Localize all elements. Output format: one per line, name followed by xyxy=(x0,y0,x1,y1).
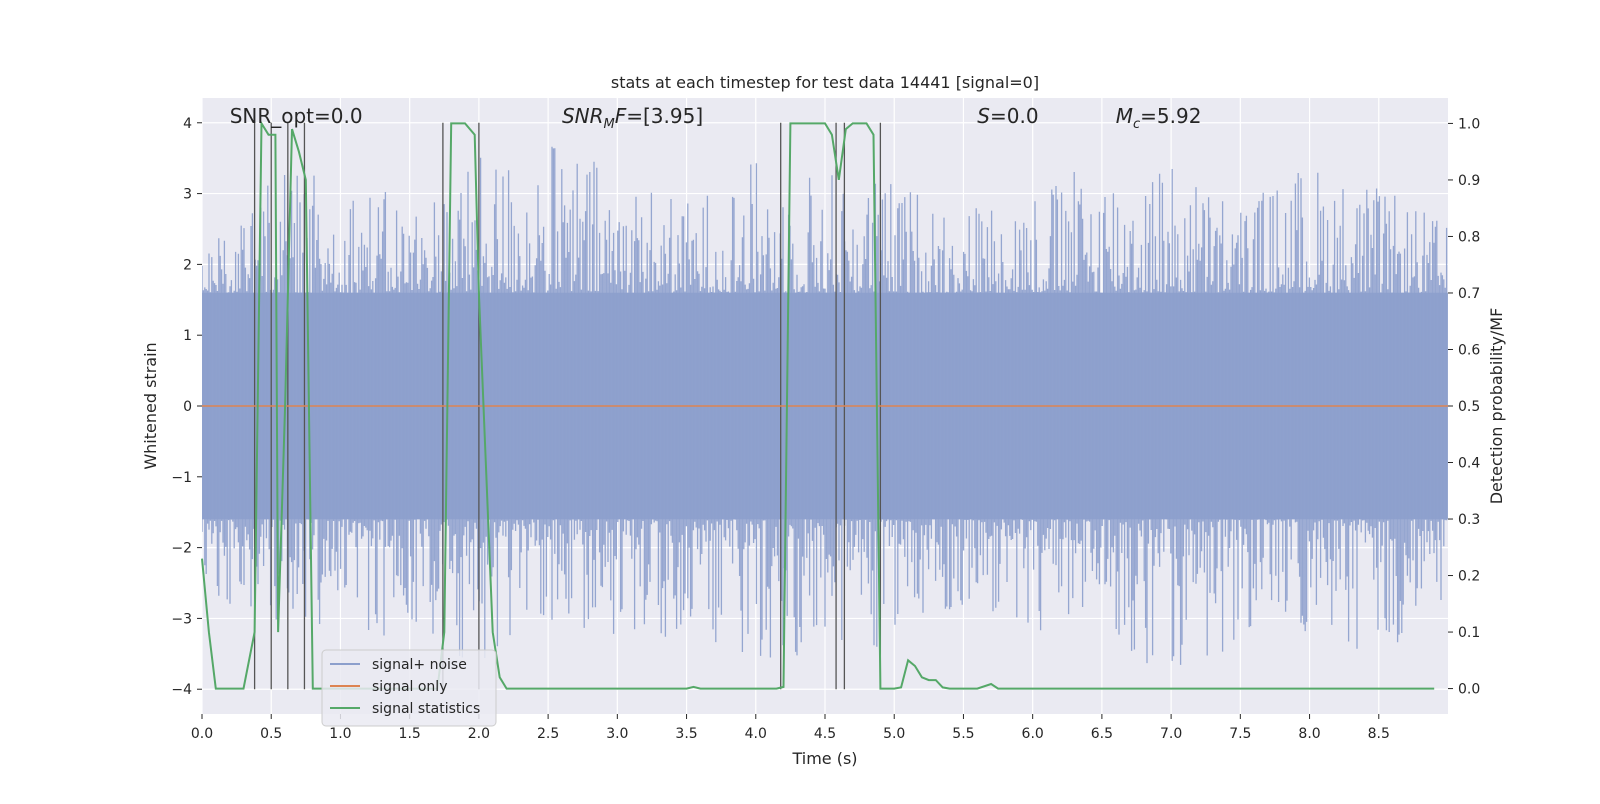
legend-label-signal-noise: signal+ noise xyxy=(372,657,467,673)
x-tick-label: 8.0 xyxy=(1298,726,1320,742)
x-tick-label: 2.0 xyxy=(468,726,490,742)
x-tick-label: 0.0 xyxy=(191,726,213,742)
x-tick-label: 3.5 xyxy=(675,726,697,742)
x-tick-label: 6.5 xyxy=(1091,726,1113,742)
y-tick-label: −2 xyxy=(171,541,192,557)
y-tick-label: 3 xyxy=(183,187,192,203)
annotations: SNR_opt=0.0 SNRMF=[3.95] S=0.0 Mc=5.92 xyxy=(230,104,1202,132)
y-tick-label: −3 xyxy=(171,611,192,627)
y-tick-label: −4 xyxy=(171,682,192,698)
x-tick-label: 7.5 xyxy=(1229,726,1251,742)
x-tick-label: 2.5 xyxy=(537,726,559,742)
y-right-tick-label: 0.5 xyxy=(1458,399,1480,415)
y-right-tick-label: 0.6 xyxy=(1458,342,1480,358)
legend-label-signal-statistics: signal statistics xyxy=(372,701,480,717)
y-right-tick-label: 0.7 xyxy=(1458,286,1480,302)
y-right-tick-label: 1.0 xyxy=(1458,116,1480,132)
x-axis-ticks: 0.0 0.5 1.0 1.5 2.0 2.5 3.0 3.5 4.0 4.5 5.0 5.5 6.0 6… xyxy=(191,714,1390,742)
series-signal-statistics xyxy=(201,119,1435,690)
noise-trace xyxy=(202,146,1448,665)
y-axis-label: Whitened strain xyxy=(141,342,160,469)
x-tick-label: 5.0 xyxy=(883,726,905,742)
legend: signal+ noise signal only signal statist… xyxy=(321,649,497,727)
chart-title: stats at each timestep for test data 144… xyxy=(611,73,1039,92)
annotation-3: Mc=5.92 xyxy=(1116,104,1202,132)
x-tick-label: 4.0 xyxy=(745,726,767,742)
y-right-tick-label: 0.2 xyxy=(1458,569,1480,585)
signal-statistics-line xyxy=(201,119,1435,690)
x-tick-label: 3.0 xyxy=(606,726,628,742)
annotation-0: SNR_opt=0.0 xyxy=(230,104,363,128)
y-axis-right-ticks: 0.0 0.1 0.2 0.3 0.4 0.5 0.6 0.7 0.8 0.9 1.0 xyxy=(1448,116,1480,698)
legend-label-signal-only: signal only xyxy=(372,679,447,695)
y-right-tick-label: 0.9 xyxy=(1458,173,1480,189)
legend-box xyxy=(321,649,497,727)
annotation-2: S=0.0 xyxy=(977,104,1038,128)
y-tick-label: 1 xyxy=(183,328,192,344)
y-right-tick-label: 0.0 xyxy=(1458,682,1480,698)
x-tick-label: 1.0 xyxy=(329,726,351,742)
y-right-tick-label: 0.4 xyxy=(1458,456,1480,472)
y-axis-ticks: −4 −3 −2 −1 0 1 2 3 4 xyxy=(171,116,202,698)
x-tick-label: 8.5 xyxy=(1368,726,1390,742)
y-tick-label: 2 xyxy=(183,257,192,273)
y-axis-right-label: Detection probability/MF xyxy=(1487,308,1506,505)
annotation-1: SNRMF=[3.95] xyxy=(562,104,703,132)
x-tick-label: 0.5 xyxy=(260,726,282,742)
y-right-tick-label: 0.1 xyxy=(1458,625,1480,641)
y-tick-label: −1 xyxy=(171,470,192,486)
x-tick-label: 7.0 xyxy=(1160,726,1182,742)
x-tick-label: 6.0 xyxy=(1022,726,1044,742)
y-tick-label: 0 xyxy=(183,399,192,415)
x-tick-label: 5.5 xyxy=(952,726,974,742)
x-axis-label: Time (s) xyxy=(791,749,857,768)
x-tick-label: 1.5 xyxy=(399,726,421,742)
y-right-tick-label: 0.3 xyxy=(1458,512,1480,528)
y-right-tick-label: 0.8 xyxy=(1458,229,1480,245)
x-tick-label: 4.5 xyxy=(814,726,836,742)
y-tick-label: 4 xyxy=(183,116,192,132)
